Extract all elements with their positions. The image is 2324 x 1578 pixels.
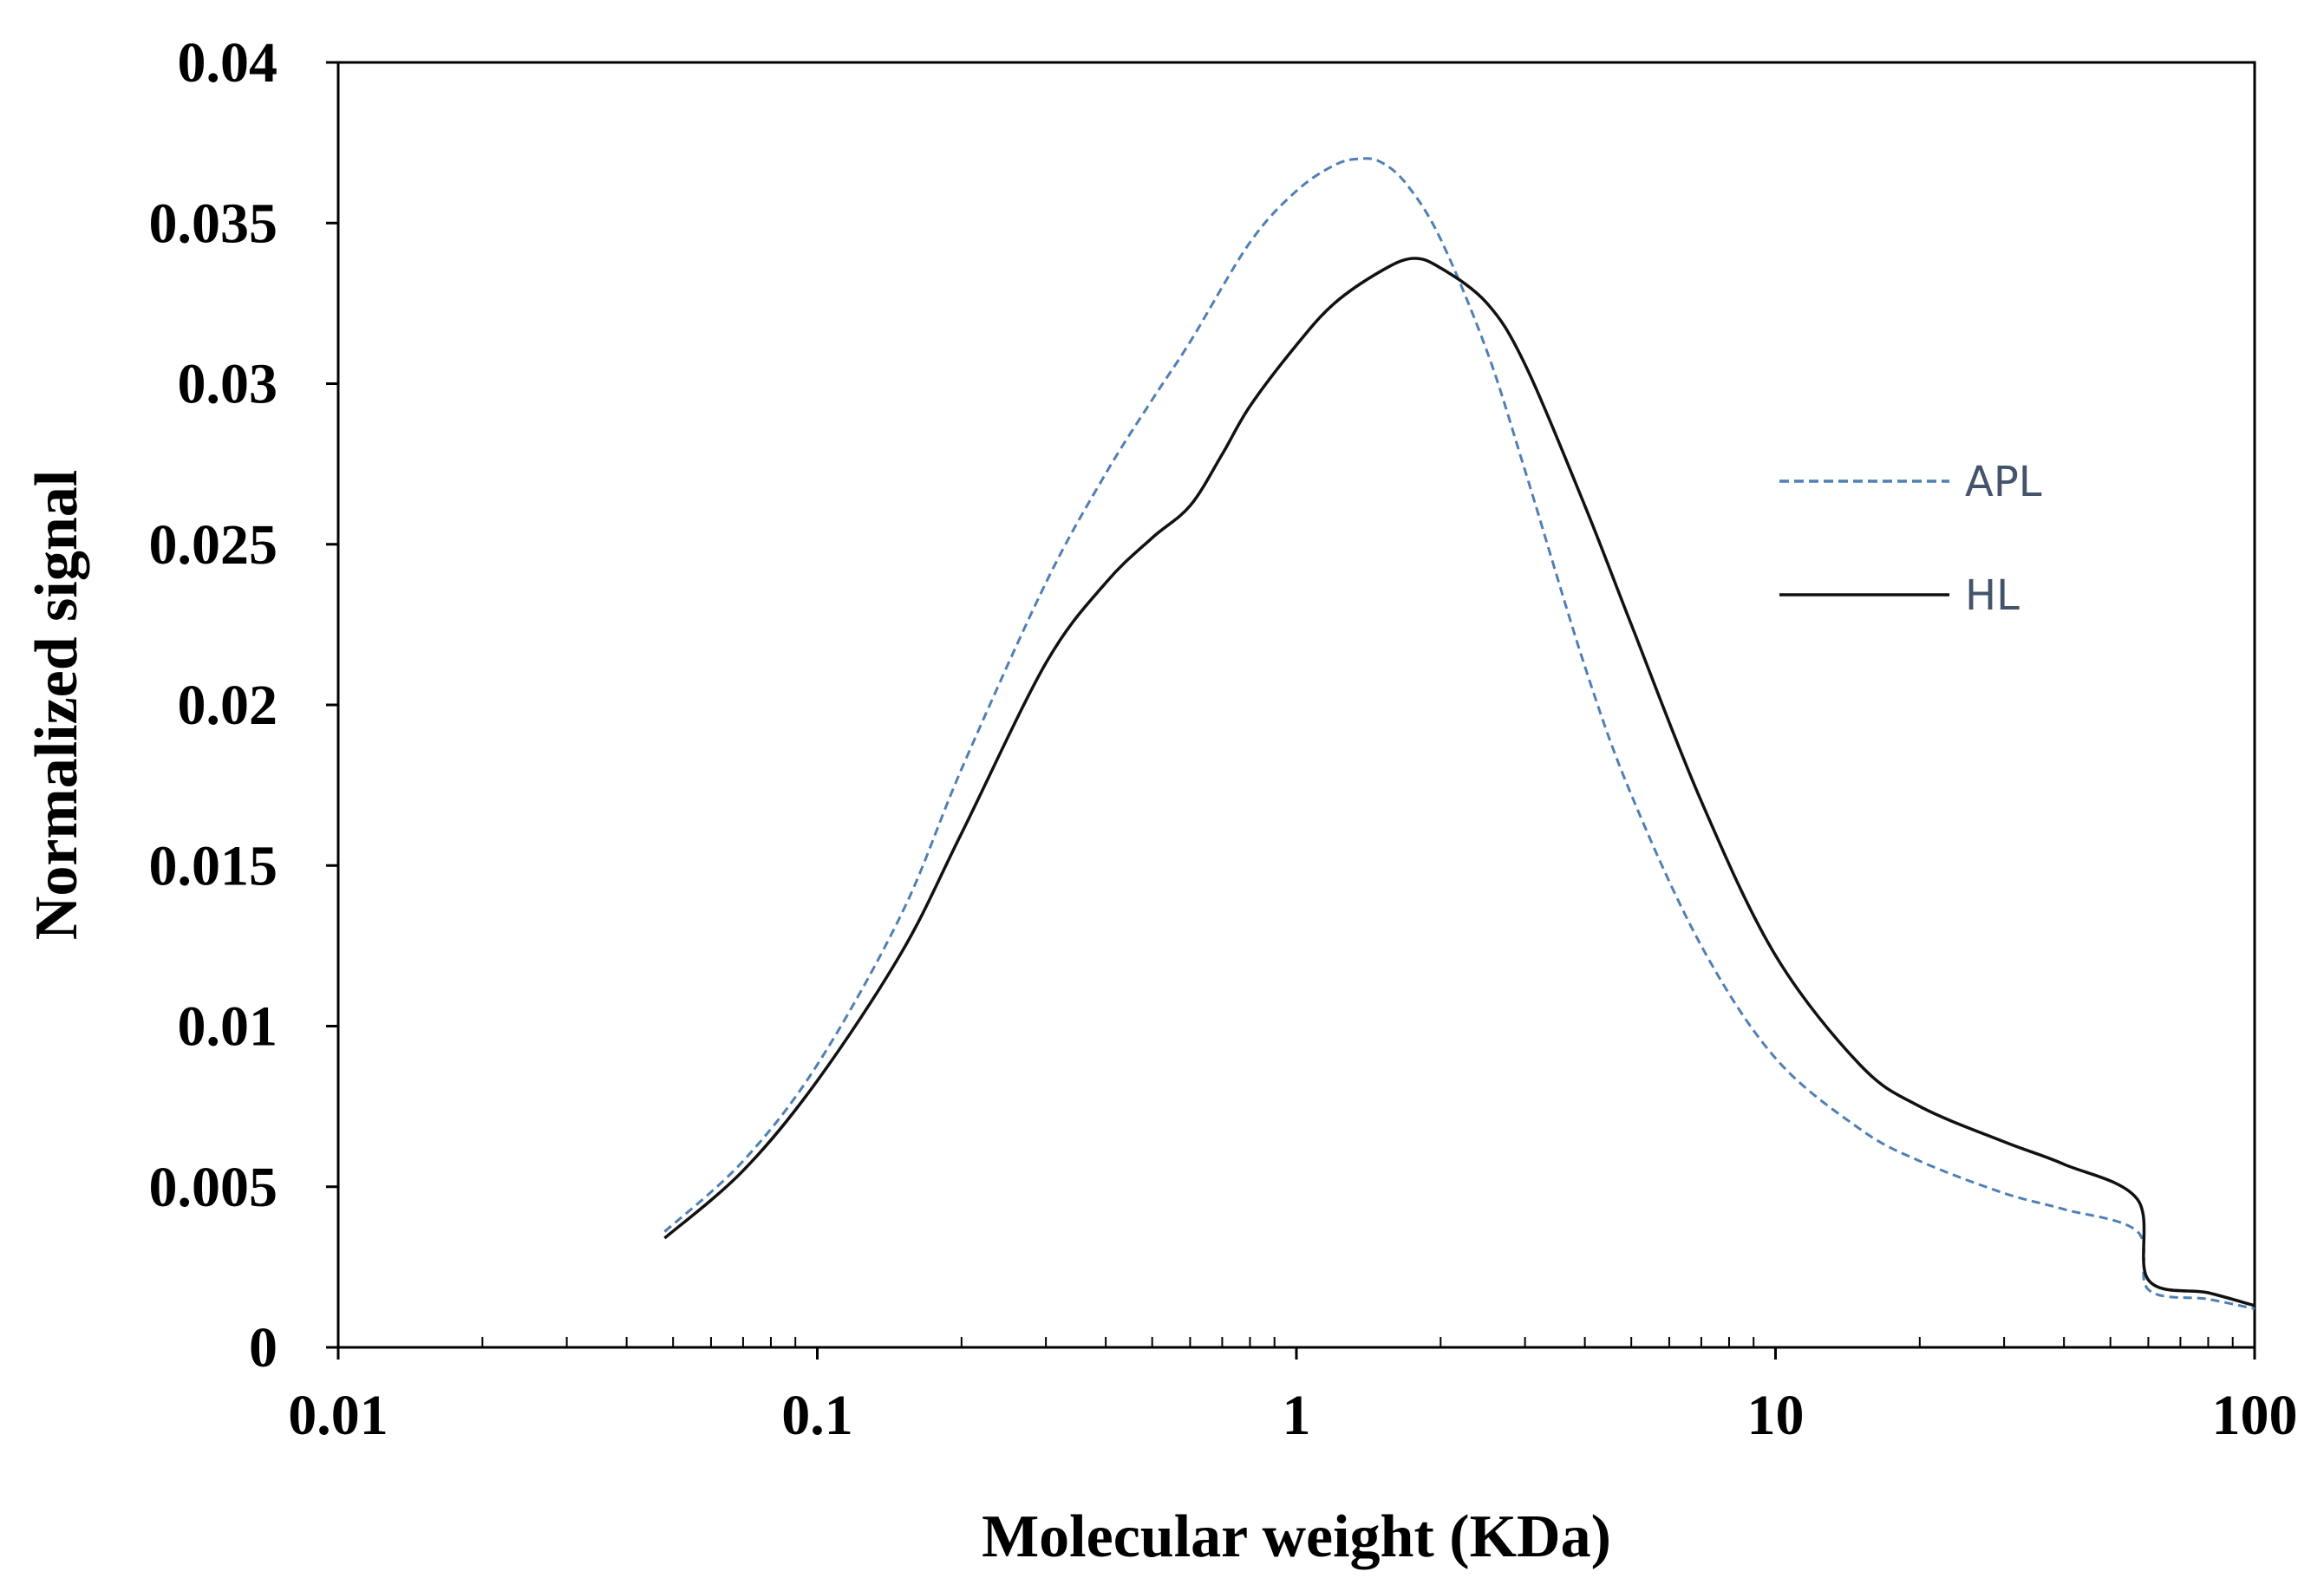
y-tick-label: 0.015 [149, 834, 278, 897]
x-tick-label: 0.1 [781, 1384, 853, 1447]
x-axis-title: Molecular weight (KDa) [982, 1503, 1611, 1570]
x-ticks: 0.01 0.1 1 10 100 [288, 1347, 2298, 1447]
y-ticks: 0 0.005 0.01 0.015 0.02 0.025 0.03 0.035 0.04 [149, 31, 338, 1379]
x-tick-label: 1 [1283, 1384, 1311, 1447]
y-tick-label: 0.03 [178, 353, 278, 416]
series-line-hl [663, 257, 2255, 1307]
legend-label-hl: HL [1965, 571, 2020, 620]
series-layer [663, 157, 2255, 1310]
y-tick-label: 0.035 [149, 192, 278, 255]
x-tick-label: 100 [2212, 1384, 2298, 1447]
legend-label-apl: APL [1965, 458, 2042, 506]
y-tick-label: 0.04 [178, 31, 278, 95]
series-line-apl [663, 157, 2255, 1310]
x-tick-label: 0.01 [288, 1384, 388, 1447]
y-tick-label: 0.02 [178, 674, 278, 737]
y-axis-title: Normalized signal [23, 470, 90, 940]
legend: APL HL [1779, 458, 2042, 620]
y-tick-label: 0.005 [149, 1156, 278, 1219]
x-tick-label: 10 [1747, 1384, 1805, 1447]
y-tick-label: 0 [249, 1316, 277, 1379]
y-tick-label: 0.025 [149, 513, 278, 577]
x-minor-ticks [481, 1337, 2234, 1347]
plot-area [336, 61, 2256, 1349]
y-tick-label: 0.01 [178, 995, 278, 1059]
